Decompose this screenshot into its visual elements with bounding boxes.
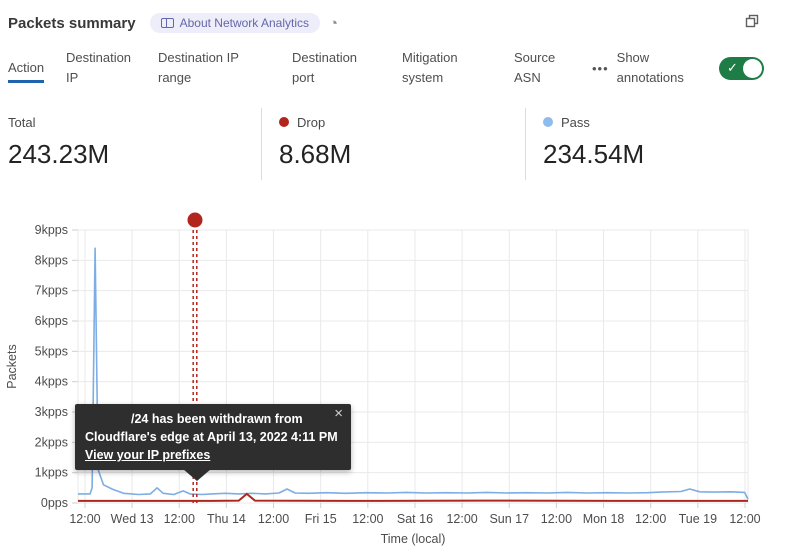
x-tick-label: Mon 18 xyxy=(583,512,625,526)
stat-total-value: 243.23M xyxy=(8,139,110,169)
stat-drop-value: 8.68M xyxy=(279,139,352,169)
tooltip-line-1: /24 has been withdrawn from xyxy=(131,412,303,426)
x-tick-label: Fri 15 xyxy=(305,512,337,526)
tab-mitigation-system[interactable]: Mitigation system xyxy=(402,50,458,85)
x-tick-label: Wed 13 xyxy=(111,512,154,526)
page-title: Packets summary xyxy=(8,14,136,32)
drop-line xyxy=(78,492,748,502)
stat-drop: Drop 8.68M xyxy=(261,108,351,180)
stat-drop-label: Drop xyxy=(297,114,326,130)
x-tick-label: Thu 14 xyxy=(207,512,246,526)
x-tick-label: Tue 19 xyxy=(679,512,718,526)
x-tick-label: 12:00 xyxy=(446,512,477,526)
annotation-tooltip: × /24 has been withdrawn from Cloudflare… xyxy=(75,404,351,481)
x-tick-label: 12:00 xyxy=(635,512,666,526)
tab-source-asn[interactable]: Source ASN xyxy=(514,50,556,85)
pass-line xyxy=(78,247,749,500)
tooltip-arrow xyxy=(183,469,211,481)
show-annotations-label: Show annotations xyxy=(616,50,684,85)
summary-stats: Total 243.23M Drop 8.68M Pass 234.54M xyxy=(0,108,785,180)
y-tick-label: 1kpps xyxy=(35,466,68,480)
toggle-knob xyxy=(743,58,762,78)
stat-pass: Pass 234.54M xyxy=(525,108,644,180)
pass-dot xyxy=(543,117,553,127)
panel-header: Packets summary About Network Analytics … xyxy=(8,8,777,38)
about-network-analytics-badge[interactable]: About Network Analytics xyxy=(149,13,320,33)
y-axis-title: Packets xyxy=(5,344,19,388)
check-icon: ✓ xyxy=(727,59,738,75)
y-tick-label: 4kpps xyxy=(35,375,68,389)
tab-destination-ip[interactable]: Destination IP xyxy=(66,50,132,85)
y-tick-label: 8kpps xyxy=(35,253,68,267)
stat-pass-value: 234.54M xyxy=(543,139,645,169)
y-tick-label: 2kpps xyxy=(35,435,68,449)
x-tick-label: 12:00 xyxy=(729,512,760,526)
y-tick-label: 3kpps xyxy=(35,405,68,419)
stat-total: Total 243.23M xyxy=(8,108,109,180)
stat-total-label: Total xyxy=(8,114,36,130)
y-tick-label: 7kpps xyxy=(35,284,68,298)
x-tick-label: 12:00 xyxy=(258,512,289,526)
y-tick-label: 6kpps xyxy=(35,314,68,328)
view-ip-prefixes-link[interactable]: View your IP prefixes xyxy=(85,448,211,462)
drop-dot xyxy=(279,117,289,127)
tab-action[interactable]: Action xyxy=(8,58,54,83)
x-axis-title: Time (local) xyxy=(381,532,446,546)
time-range-pie-icon[interactable]: ◔ xyxy=(329,14,339,32)
tooltip-line-2: Cloudflare's edge at April 13, 2022 4:11… xyxy=(85,430,338,444)
x-tick-label: 12:00 xyxy=(352,512,383,526)
packets-chart: 0pps 1kpps 2kpps 3kpps 4kpps 5kpps 6kpps 7kpps 8… xyxy=(0,210,785,555)
tab-destination-port[interactable]: Destination port xyxy=(292,50,358,85)
more-tabs-icon[interactable]: ••• xyxy=(592,60,609,76)
stat-pass-label: Pass xyxy=(561,114,590,130)
y-tick-label: 5kpps xyxy=(35,344,68,358)
book-icon xyxy=(160,18,174,28)
annotations-toggle[interactable]: ✓ xyxy=(719,56,764,80)
maximize-icon[interactable] xyxy=(745,14,759,33)
tab-destination-ip-range[interactable]: Destination IP range xyxy=(158,50,239,85)
dimension-tabs: Action Destination IP Destination IP ran… xyxy=(8,42,777,94)
close-icon[interactable]: × xyxy=(334,405,343,422)
x-tick-label: 12:00 xyxy=(541,512,572,526)
badge-label: About Network Analytics xyxy=(179,16,309,30)
x-tick-label: 12:00 xyxy=(69,512,100,526)
x-tick-label: Sun 17 xyxy=(489,512,529,526)
y-tick-label: 0pps xyxy=(41,496,68,510)
annotation-marker-dot[interactable] xyxy=(187,212,203,228)
y-tick-label: 9kpps xyxy=(35,223,68,237)
x-tick-label: 12:00 xyxy=(164,512,195,526)
x-tick-label: Sat 16 xyxy=(397,512,433,526)
packets-chart-svg: 0pps 1kpps 2kpps 3kpps 4kpps 5kpps 6kpps 7kpps 8… xyxy=(5,212,761,546)
